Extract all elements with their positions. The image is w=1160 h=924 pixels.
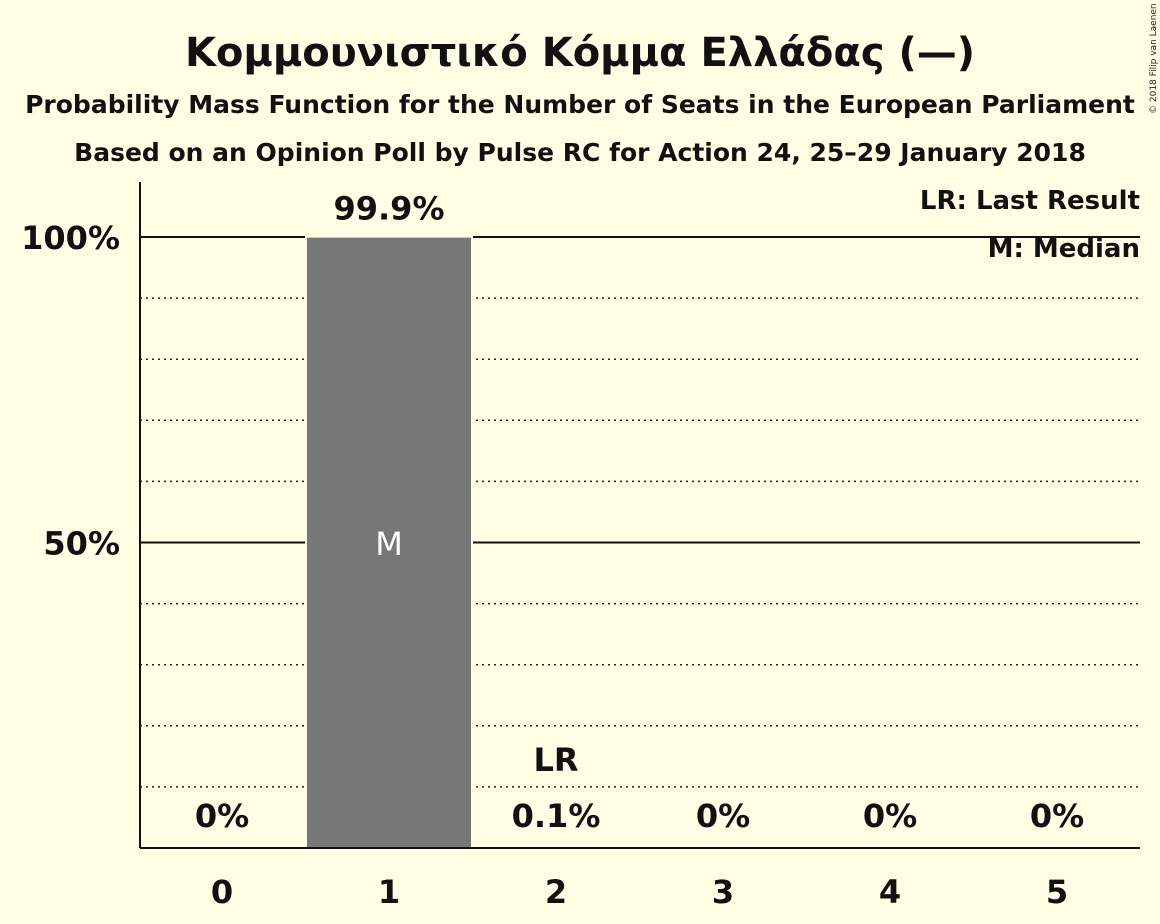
- median-marker: M: [375, 525, 403, 563]
- labels: 50%100%0 1 2 3 4 50%99.9%0.1% 0% 0% 0%MLR: [21, 190, 1084, 911]
- chart-subtitle: Probability Mass Function for the Number…: [25, 90, 1135, 119]
- data-label: 99.9%: [333, 190, 444, 228]
- data-label: 0%: [1030, 797, 1084, 835]
- x-tick-label: 5: [1046, 873, 1068, 911]
- data-label: 0%: [195, 797, 249, 835]
- legend-last-result: LR: Last Result: [920, 186, 1140, 216]
- x-tick-label: 0: [211, 873, 233, 911]
- x-tick-label: 2: [545, 873, 567, 911]
- data-label: 0.1%: [512, 797, 601, 835]
- bar: [307, 237, 471, 849]
- chart-subtitle-poll: Based on an Opinion Poll by Pulse RC for…: [74, 138, 1086, 167]
- data-label: 0%: [863, 797, 917, 835]
- x-tick-label: 4: [879, 873, 901, 911]
- axes: [139, 182, 1140, 849]
- legend-median: M: Median: [988, 234, 1140, 264]
- chart-title: Κομμουνιστικό Κόμμα Ελλάδας (—): [185, 30, 975, 76]
- bar-halo: [472, 845, 640, 848]
- gridlines: [140, 236, 1140, 788]
- data-label: 0%: [696, 797, 750, 835]
- bars: [305, 235, 640, 849]
- copyright-note: © 2018 Filip van Laenen: [1149, 3, 1159, 114]
- x-tick-label: 1: [378, 873, 400, 911]
- y-tick-label: 50%: [43, 525, 120, 563]
- y-tick-label: 100%: [21, 219, 120, 257]
- x-tick-label: 3: [712, 873, 734, 911]
- last-result-marker: LR: [533, 741, 578, 779]
